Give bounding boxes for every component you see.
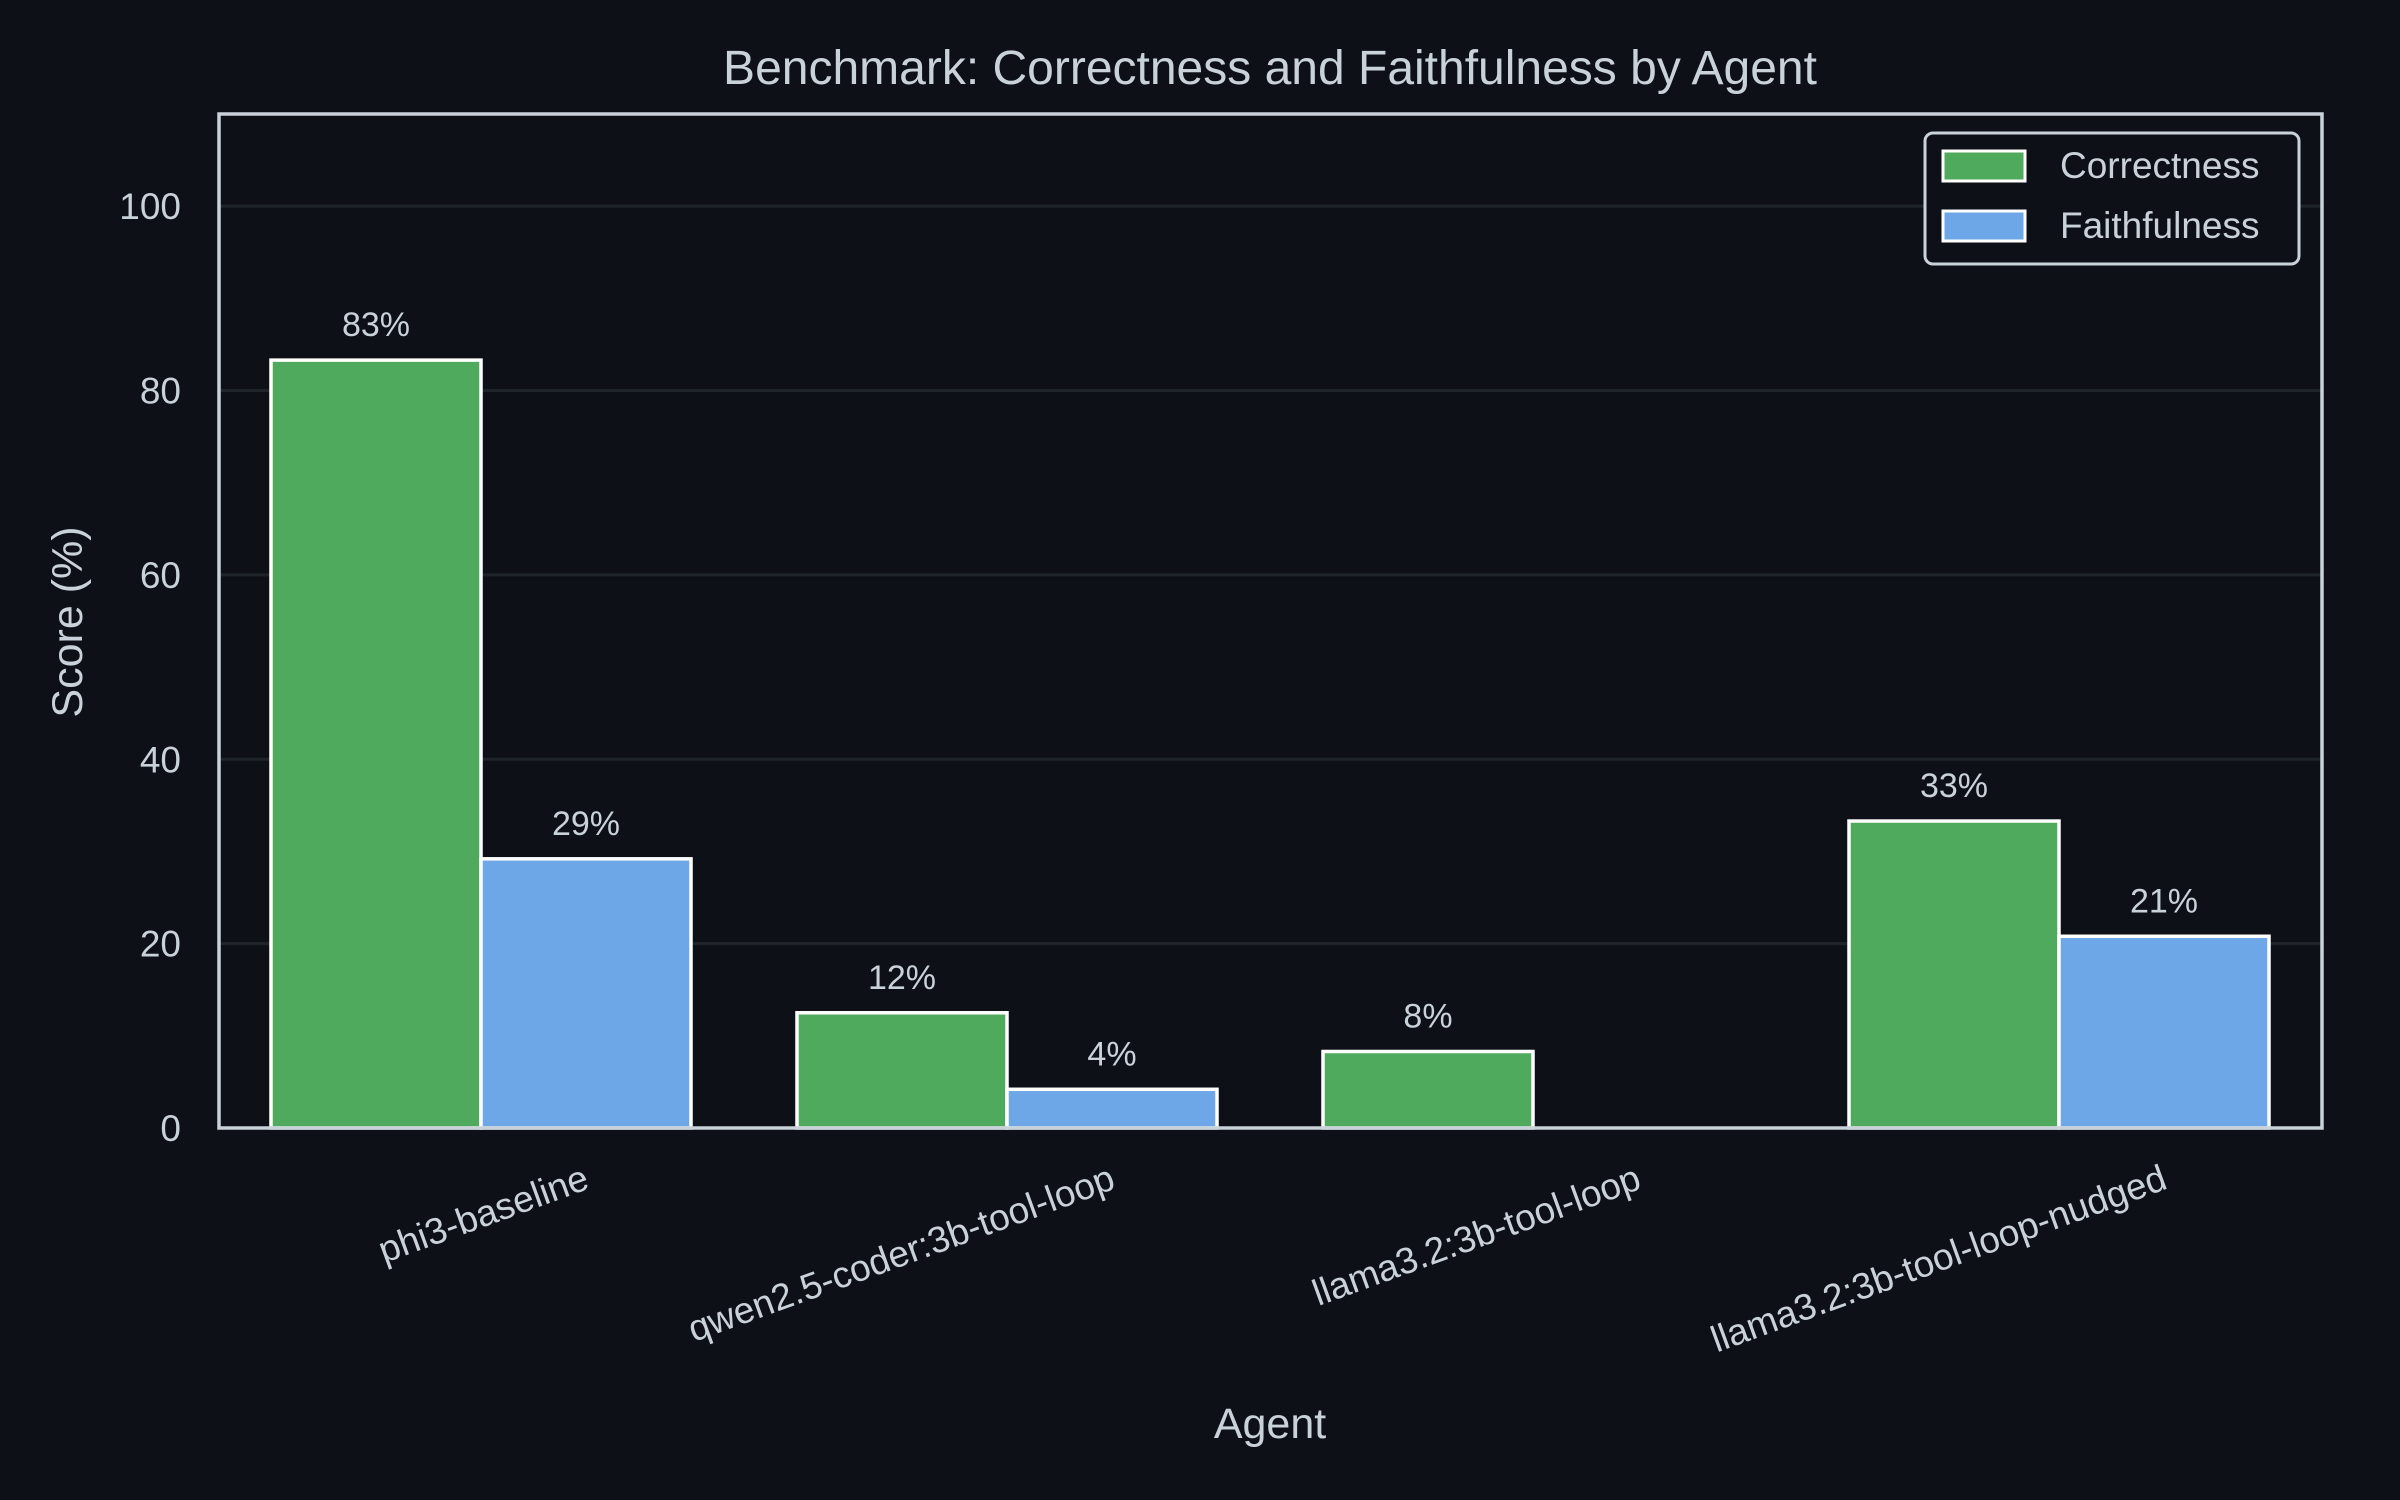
value-label-correctness-2: 8%: [1403, 997, 1452, 1035]
legend-label-faithfulness: Faithfulness: [2060, 205, 2260, 246]
bar-correctness-1: [795, 1011, 1009, 1130]
x-tick-label: phi3-baseline: [373, 1157, 594, 1271]
value-label-correctness-0: 83%: [342, 306, 410, 344]
x-axis-label: Agent: [1214, 1400, 1326, 1448]
bar-correctness-3: [1847, 819, 2061, 1130]
y-tick-label: 40: [140, 739, 181, 780]
bar-faithfulness-1: [1005, 1087, 1219, 1130]
plot-frame: [217, 112, 2324, 1130]
legend-swatch-faithfulness: [1941, 209, 2027, 243]
value-label-faithfulness-1: 4%: [1087, 1035, 1136, 1073]
bar-faithfulness-0: [479, 857, 693, 1130]
chart-title: Benchmark: Correctness and Faithfulness …: [723, 42, 1817, 95]
x-tick-label: llama3.2:3b-tool-loop: [1307, 1157, 1646, 1314]
x-tick-label: qwen2.5-coder:3b-tool-loop: [682, 1157, 1119, 1350]
bar-correctness-0: [269, 358, 483, 1130]
value-label-correctness-1: 12%: [868, 959, 936, 997]
ticks-layer: 0 20 40 60 80 100: [119, 186, 181, 1149]
y-tick-label: 80: [140, 371, 181, 412]
legend-label-correctness: Correctness: [2060, 145, 2259, 186]
y-tick-label: 0: [160, 1108, 181, 1149]
bar-correctness-2: [1321, 1049, 1535, 1130]
bars-layer: [269, 358, 2271, 1130]
y-tick-label: 60: [140, 555, 181, 596]
value-label-faithfulness-3: 21%: [2130, 882, 2198, 920]
legend-swatch-correctness: [1941, 149, 2027, 183]
y-tick-label: 100: [119, 186, 181, 227]
legend: Correctness Faithfulness: [1923, 131, 2301, 266]
value-label-correctness-3: 33%: [1920, 767, 1988, 805]
y-tick-label: 20: [140, 924, 181, 965]
y-axis-label: Score (%): [44, 526, 92, 717]
x-tick-label: llama3.2:3b-tool-loop-nudged: [1705, 1157, 2171, 1360]
value-label-faithfulness-0: 29%: [552, 805, 620, 843]
bar-faithfulness-3: [2057, 934, 2271, 1130]
